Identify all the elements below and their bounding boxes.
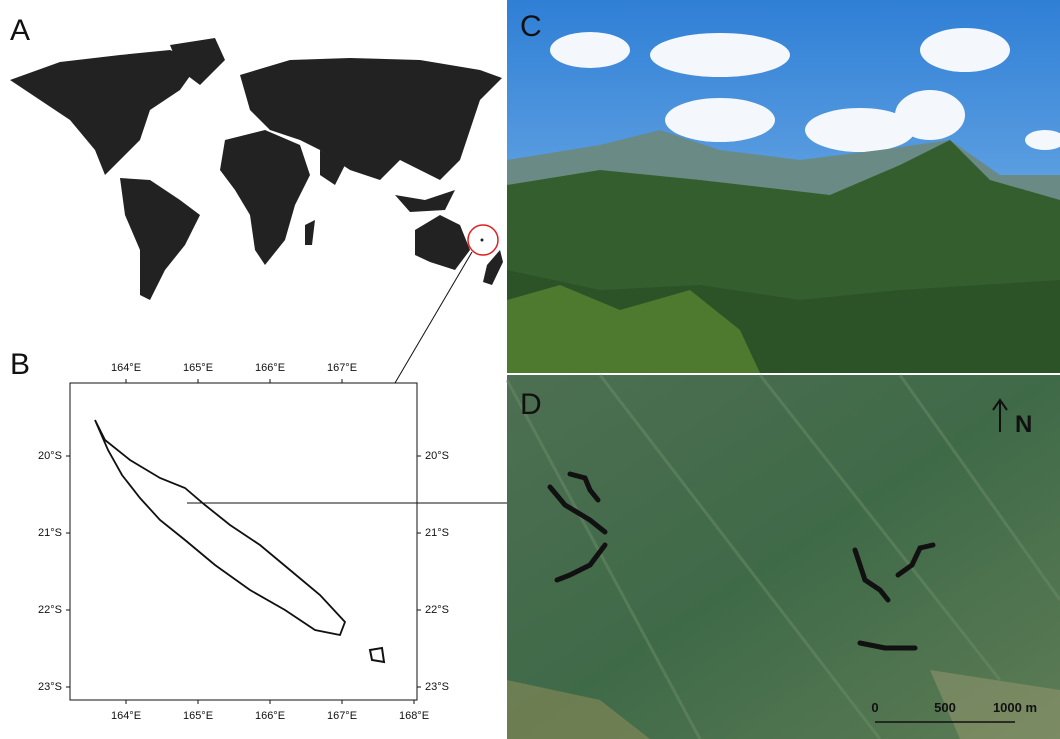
aerial-image: N (505, 374, 1060, 739)
lat-tick-label: 20°S (38, 450, 62, 462)
panel-label: C (520, 10, 542, 43)
scale-label: 0 (871, 700, 878, 715)
landscape-photo (507, 0, 1060, 373)
island-outline (94, 419, 347, 637)
lat-tick-label: 20°S (425, 450, 449, 462)
lon-tick-label: 165°E (183, 362, 213, 374)
island-outline-small (368, 646, 386, 664)
island-dot (480, 238, 484, 242)
lat-tick-label: 23°S (38, 681, 62, 693)
scale-label: 500 (934, 700, 956, 715)
lon-tick-label: 166°E (255, 710, 285, 722)
lon-tick-label: 166°E (255, 362, 285, 374)
map-frame (69, 382, 418, 701)
world-map (10, 38, 503, 300)
panel-label: B (10, 348, 30, 381)
scale-label: 1000 m (993, 700, 1037, 715)
transects (547, 471, 936, 651)
lon-tick-label: 164°E (111, 362, 141, 374)
highlight-circle (467, 224, 499, 256)
lat-tick-label: 22°S (38, 604, 62, 616)
lon-tick-label: 164°E (111, 710, 141, 722)
north-label: N (1015, 411, 1032, 438)
panel-label: D (520, 388, 542, 421)
lon-tick-label: 165°E (183, 710, 213, 722)
north-arrow-head (992, 398, 1008, 411)
lon-tick-label: 167°E (327, 710, 357, 722)
panel-label: A (10, 14, 30, 47)
lat-tick-label: 22°S (425, 604, 449, 616)
lat-tick-label: 21°S (425, 527, 449, 539)
connector (394, 251, 473, 384)
lon-tick-label: 168°E (399, 710, 429, 722)
lat-tick-label: 23°S (425, 681, 449, 693)
lon-tick-label: 167°E (327, 362, 357, 374)
lat-tick-label: 21°S (38, 527, 62, 539)
